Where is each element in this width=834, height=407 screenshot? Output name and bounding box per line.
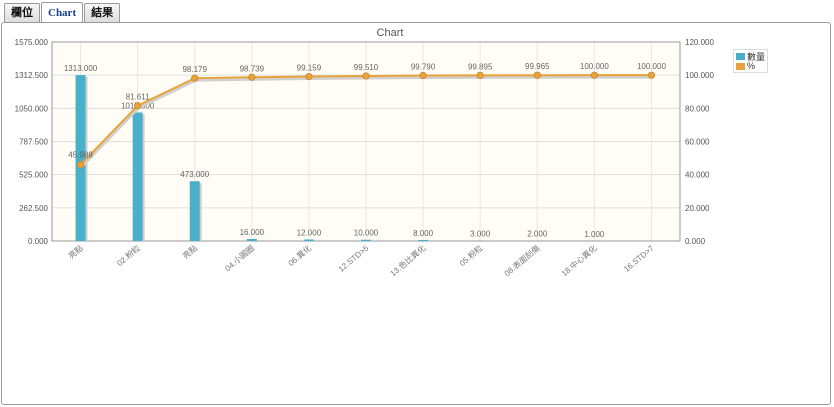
percent-point	[533, 71, 541, 79]
x-tick-label: 05.粉粒	[457, 243, 484, 268]
percent-value-label: 99.790	[411, 63, 436, 72]
bar-value-label: 8.000	[413, 229, 434, 238]
x-tick-label: 亮點	[66, 243, 85, 261]
tab-fields[interactable]: 欄位	[4, 3, 40, 22]
bar-value-label: 473.000	[180, 170, 209, 179]
percent-value-label: 98.179	[182, 65, 207, 74]
bar-value-label: 2.000	[527, 230, 548, 239]
percent-point	[305, 72, 313, 81]
x-tick-label: 13.色比異化	[388, 243, 427, 278]
y-right-tick-label: 100.000	[685, 71, 714, 80]
bar-value-label: 1313.000	[64, 64, 98, 73]
y-right-tick-label: 20.000	[685, 204, 710, 213]
tab-results[interactable]: 結果	[84, 3, 121, 22]
percent-point	[590, 71, 598, 79]
percent-point	[476, 71, 484, 79]
legend-item-percent: %	[736, 61, 765, 71]
percent-value-label: 99.510	[354, 63, 379, 72]
percent-point	[191, 74, 199, 82]
tab-chart[interactable]: Chart	[41, 2, 84, 22]
y-right-tick-label: 60.000	[685, 138, 710, 147]
percent-value-label: 99.159	[297, 64, 322, 73]
bar	[303, 239, 314, 241]
tab-bar: 欄位 Chart 結果	[4, 2, 121, 23]
legend-swatch-percent	[736, 62, 745, 70]
bar-value-label: 16.000	[240, 228, 265, 237]
chart-legend: 數量 %	[733, 49, 769, 73]
y-left-tick-label: 1575.000	[15, 38, 49, 47]
legend-label-percent: %	[747, 61, 756, 71]
bar	[75, 75, 86, 242]
bar-value-label: 1.000	[584, 230, 605, 239]
bar	[418, 239, 429, 241]
y-right-tick-label: 40.000	[685, 171, 710, 180]
y-left-tick-label: 1312.500	[15, 71, 49, 80]
percent-value-label: 100.000	[580, 62, 609, 71]
chart-title: Chart	[376, 27, 404, 39]
bar-value-label: 10.000	[354, 229, 379, 238]
bar	[246, 238, 257, 241]
percent-value-label: 99.895	[468, 62, 493, 71]
percent-point	[362, 72, 370, 80]
bar-value-label: 3.000	[470, 230, 491, 239]
bar-value-label: 12.000	[297, 228, 322, 237]
x-tick-label: 04.小圓圈	[223, 244, 256, 273]
percent-value-label: 98.739	[240, 64, 265, 73]
percent-point	[76, 161, 85, 169]
y-right-tick-label: 80.000	[685, 104, 710, 113]
percent-point	[647, 71, 656, 79]
x-tick-label: 08.表面刮傷	[502, 243, 541, 278]
y-right-tick-label: 0.000	[685, 237, 706, 246]
x-tick-label: 亮點	[180, 243, 199, 261]
y-left-tick-label: 0.000	[28, 237, 49, 246]
percent-point	[134, 102, 142, 110]
legend-label-count: 數量	[747, 51, 766, 62]
y-left-tick-label: 787.500	[19, 138, 48, 147]
percent-value-label: 99.965	[525, 62, 550, 71]
percent-point	[419, 71, 427, 80]
percent-point	[248, 73, 256, 81]
bar	[189, 181, 200, 241]
x-tick-label: 16.STD>7	[622, 243, 656, 274]
percent-value-label: 81.611	[126, 93, 150, 102]
bar	[361, 239, 371, 241]
bar	[132, 112, 143, 241]
percent-value-label: 45.989	[68, 151, 93, 160]
y-left-tick-label: 525.000	[19, 171, 48, 180]
x-tick-label: 06.異化	[286, 243, 313, 268]
x-tick-label: 18.中心異化	[559, 243, 598, 278]
percent-value-label: 100.000	[637, 62, 666, 71]
y-left-tick-label: 262.500	[19, 204, 48, 213]
x-tick-label: 02.粉粒	[115, 243, 142, 268]
x-tick-label: 12.STD>5	[337, 243, 371, 274]
y-left-tick-label: 1050.000	[15, 104, 49, 113]
y-right-tick-label: 120.000	[685, 38, 714, 47]
legend-item-count: 數量	[736, 51, 766, 62]
legend-swatch-count	[736, 52, 745, 60]
